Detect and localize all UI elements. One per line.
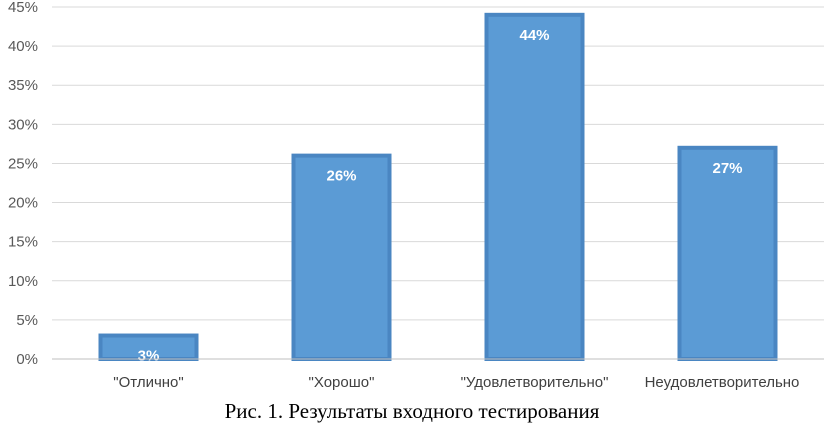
y-tick-label: 5% xyxy=(16,312,38,329)
bar xyxy=(291,153,392,361)
x-tick-label: "Хорошо" xyxy=(309,374,375,391)
x-tick-label: Неудовлетворительно xyxy=(645,374,800,391)
y-tick-label: 0% xyxy=(16,351,38,368)
data-label: 27% xyxy=(712,160,742,177)
data-label: 44% xyxy=(519,27,549,44)
y-tick-label: 35% xyxy=(8,77,38,94)
data-label: 26% xyxy=(326,168,356,185)
y-tick-label: 30% xyxy=(8,116,38,133)
x-tick-label: "Отлично" xyxy=(113,374,183,391)
y-tick-label: 10% xyxy=(8,273,38,290)
bar xyxy=(677,145,778,361)
y-tick-label: 40% xyxy=(8,38,38,55)
data-label: 3% xyxy=(138,348,160,365)
figure-caption: Рис. 1. Результаты входного тестирования xyxy=(224,399,600,423)
y-tick-label: 45% xyxy=(8,0,38,16)
y-tick-label: 15% xyxy=(8,234,38,251)
bar-chart: 0% 5% 10% 15% 20% 25% 30% 35% 40% 45% 3% "Отлично" 2… xyxy=(8,0,824,391)
x-tick-label: "Удовлетворительно" xyxy=(461,374,609,391)
y-tick-label: 25% xyxy=(8,155,38,172)
y-tick-label: 20% xyxy=(8,195,38,212)
bar xyxy=(484,12,585,361)
